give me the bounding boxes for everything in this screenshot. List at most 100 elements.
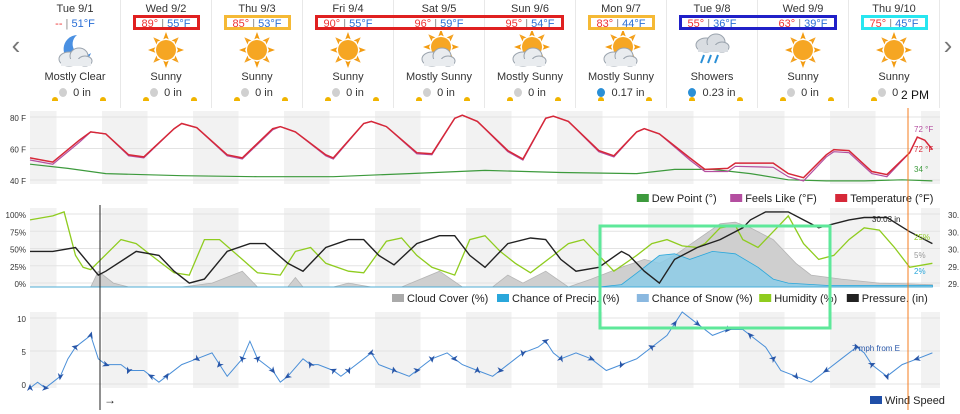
sun-icon	[783, 31, 823, 69]
sunrise-icon	[689, 97, 695, 101]
raindrop-icon	[688, 88, 697, 97]
sun-cloud-icon	[510, 29, 550, 69]
night-band	[485, 111, 512, 184]
sun-icon	[874, 31, 914, 69]
y-tick-label: 50%	[10, 246, 26, 255]
y-tick-label: 75%	[10, 228, 26, 237]
chevron-left-icon[interactable]: ‹	[11, 30, 21, 60]
condition-label: Showers	[690, 71, 734, 83]
sun-icon	[328, 31, 368, 69]
night-band	[375, 312, 394, 388]
night-band	[557, 208, 576, 287]
day-label: Mon 9/7	[601, 3, 641, 15]
low-temp: 51°F	[71, 18, 95, 30]
night-band	[849, 312, 876, 388]
wind-arrow-icon	[253, 356, 261, 364]
precip-value: 0 in	[73, 87, 91, 99]
wind-speed-line	[29, 311, 933, 389]
precip-value: 0 in	[801, 87, 819, 99]
legend-label: Dew Point (°)	[652, 193, 717, 205]
daily-forecast-strip: Tue 9/1 -- | 51°F Mostly Clear 0 in Wed …	[30, 0, 940, 108]
raindrop-icon	[514, 88, 523, 97]
legend-swatch	[870, 396, 882, 404]
night-band	[830, 111, 849, 184]
legend-label: Feels Like (°F)	[745, 193, 817, 205]
night-band	[30, 312, 57, 388]
wind-arrow-icon	[428, 355, 435, 363]
sun-markers	[212, 97, 303, 105]
sun-markers	[758, 97, 849, 105]
day-column[interactable]: Sat 9/5 96° | 59°F Mostly Sunny 0 in	[394, 0, 485, 108]
night-band	[394, 312, 421, 388]
wind-arrow-icon	[670, 320, 677, 328]
y-tick-label: 5	[22, 348, 27, 357]
night-band	[758, 312, 785, 388]
day-column[interactable]: Tue 9/1 -- | 51°F Mostly Clear 0 in	[30, 0, 121, 108]
sun-icon	[237, 31, 277, 69]
wind-arrow-icon	[308, 361, 315, 369]
raindrop-icon	[332, 88, 341, 97]
wind-arrow-icon	[867, 362, 876, 369]
night-band	[921, 312, 940, 388]
night-band	[212, 312, 239, 388]
precip-amount: 0.17 in	[576, 87, 666, 100]
wind-arrow-icon	[413, 368, 421, 374]
temp-highlight-box	[588, 15, 655, 30]
legend-label: Wind Speed	[885, 395, 945, 407]
night-band	[921, 208, 940, 287]
day-label: Wed 9/2	[145, 3, 187, 15]
condition-label: Sunny	[150, 71, 182, 83]
day-label: Tue 9/8	[693, 3, 731, 15]
night-band	[102, 111, 121, 184]
moon-cloud-icon	[55, 31, 95, 69]
sun-markers	[576, 97, 667, 105]
wind-arrow-icon	[27, 384, 33, 391]
day-column[interactable]: Thu 9/3 85° | 53°F Sunny 0 in	[212, 0, 303, 108]
sun-markers	[121, 97, 212, 105]
night-band	[212, 208, 239, 287]
chevron-right-icon[interactable]: ›	[943, 30, 953, 60]
legend-swatch	[392, 294, 404, 302]
sunset-icon	[737, 97, 743, 101]
series-end-label: 72 °F	[914, 145, 933, 154]
wind-arrow-icon	[791, 372, 799, 380]
raindrop-icon	[241, 88, 250, 97]
raindrop-icon	[423, 88, 432, 97]
wind-arrow-icon	[71, 344, 80, 351]
night-band	[758, 208, 785, 287]
wind-arrow-icon	[747, 332, 755, 340]
night-band	[758, 111, 785, 184]
wind-arrow-icon	[284, 372, 292, 379]
precip-value: 0.17 in	[611, 87, 645, 99]
precip-amount: 0 in	[303, 87, 393, 100]
series-line-feels	[29, 114, 933, 182]
day-label: Thu 9/10	[872, 3, 916, 15]
wind-arrow-icon	[520, 349, 527, 357]
sun-markers	[303, 97, 394, 105]
wind-arrow-icon	[693, 319, 701, 327]
condition-label: Sunny	[241, 71, 273, 83]
night-band	[30, 208, 57, 287]
temp-highlight-box	[315, 15, 564, 30]
legend-label: Chance of Snow (%)	[652, 293, 753, 305]
legend-swatch	[636, 194, 649, 202]
series-end-label: 34 °	[914, 165, 928, 174]
precip-value: 0.23 in	[702, 87, 736, 99]
sunrise-icon	[871, 97, 877, 101]
wind-arrow-icon	[724, 325, 732, 333]
sunrise-icon	[234, 97, 240, 101]
wind-arrow-icon	[147, 374, 156, 381]
pressure-line	[30, 211, 933, 285]
precip-value: 0 in	[437, 87, 455, 99]
legend-swatch	[759, 294, 772, 302]
legend-label: Cloud Cover (%)	[407, 293, 488, 305]
legend-label: Humidity (%)	[774, 293, 837, 305]
night-band	[284, 312, 303, 388]
wind-arrow-icon	[541, 339, 550, 345]
wind-arrow-icon	[239, 355, 247, 364]
sunset-icon	[464, 97, 470, 101]
sun-markers	[667, 97, 758, 105]
wind-arrow-icon	[367, 349, 376, 355]
night-band	[849, 111, 876, 184]
legend-label: Pressure. (in)	[862, 293, 928, 305]
